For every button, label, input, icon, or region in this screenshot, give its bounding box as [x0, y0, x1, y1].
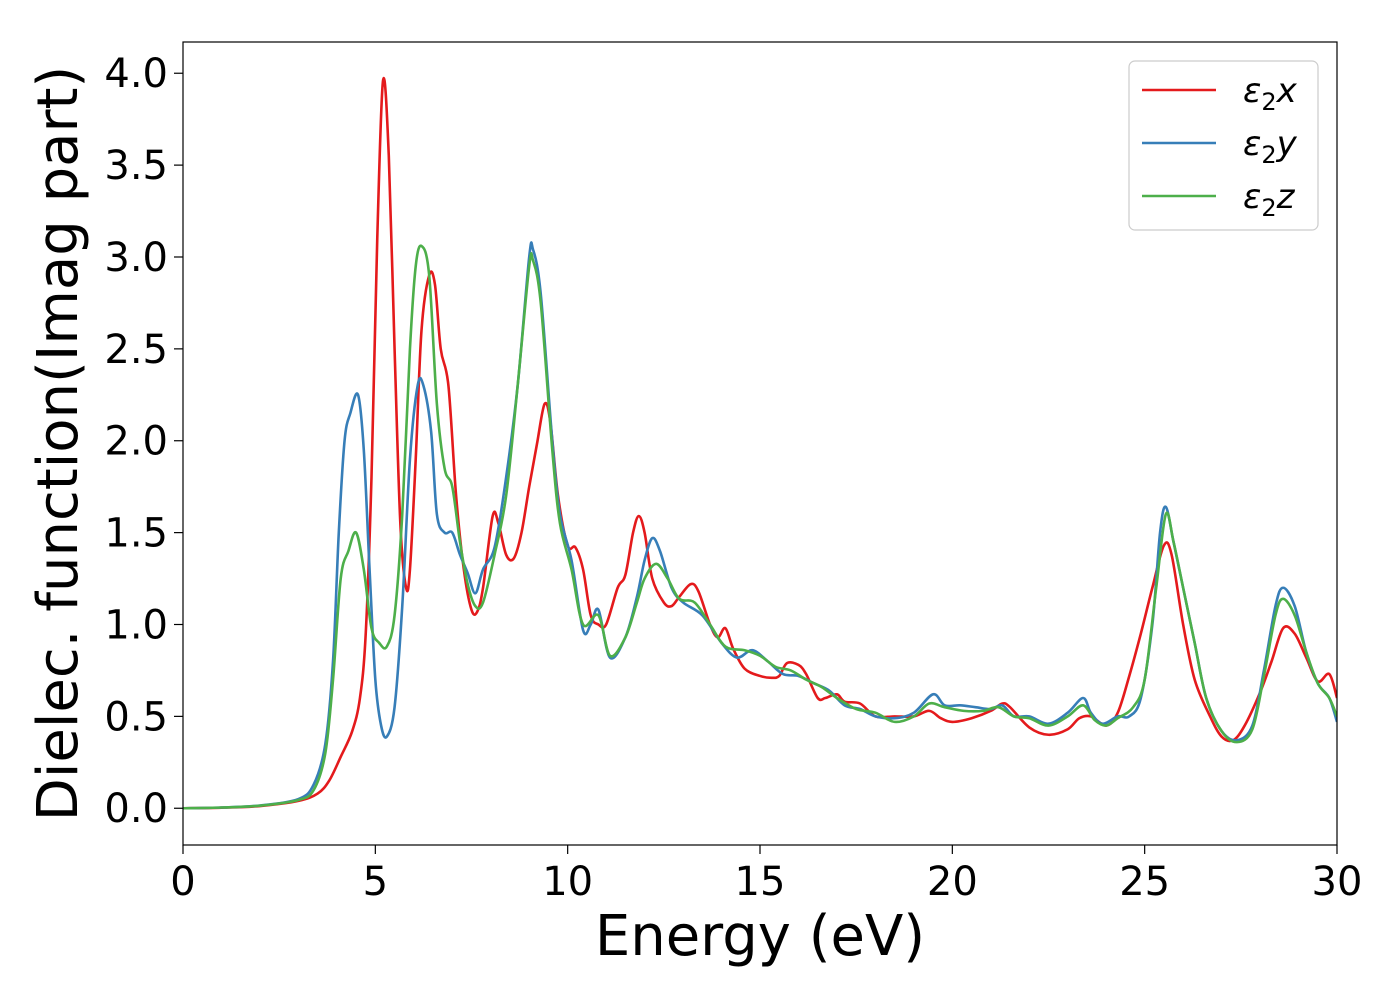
legend-label: ε2y — [1243, 124, 1298, 169]
y-axis-ticks: 0.0 0.5 1.0 1.5 2.0 2.5 3.0 3.5 4.0 — [104, 51, 183, 832]
x-tick-label: 5 — [363, 859, 388, 905]
y-tick-label: 0.0 — [104, 786, 168, 832]
legend-item-y: ε2y — [1142, 124, 1298, 169]
y-tick-label: 2.5 — [104, 327, 168, 373]
legend-item-z: ε2z — [1142, 177, 1296, 222]
series-layer — [183, 76, 1337, 810]
x-tick-label: 25 — [1119, 859, 1170, 905]
series-line-z — [183, 244, 1337, 810]
legend-label: ε2x — [1243, 71, 1298, 116]
y-tick-label: 3.0 — [104, 235, 168, 281]
legend: ε2x ε2y ε2z — [1128, 60, 1319, 231]
x-tick-label: 10 — [542, 859, 593, 905]
y-tick-label: 4.0 — [104, 51, 168, 97]
x-axis-title: Energy (eV) — [595, 904, 925, 969]
y-tick-label: 3.5 — [104, 143, 168, 189]
legend-item-x: ε2x — [1142, 71, 1298, 116]
x-tick-label: 0 — [170, 859, 195, 905]
y-tick-label: 2.0 — [104, 419, 168, 465]
y-tick-label: 1.5 — [104, 511, 168, 557]
y-tick-label: 1.0 — [104, 602, 168, 648]
x-tick-label: 30 — [1312, 859, 1363, 905]
x-tick-label: 20 — [927, 859, 978, 905]
legend-label: ε2z — [1243, 177, 1296, 222]
y-axis-title: Dielec. function(Imag part) — [26, 66, 91, 822]
y-tick-label: 0.5 — [104, 694, 168, 740]
x-axis-ticks: 0 5 10 15 20 25 30 — [170, 845, 1362, 905]
x-tick-label: 15 — [735, 859, 786, 905]
legend-box — [1128, 60, 1319, 231]
